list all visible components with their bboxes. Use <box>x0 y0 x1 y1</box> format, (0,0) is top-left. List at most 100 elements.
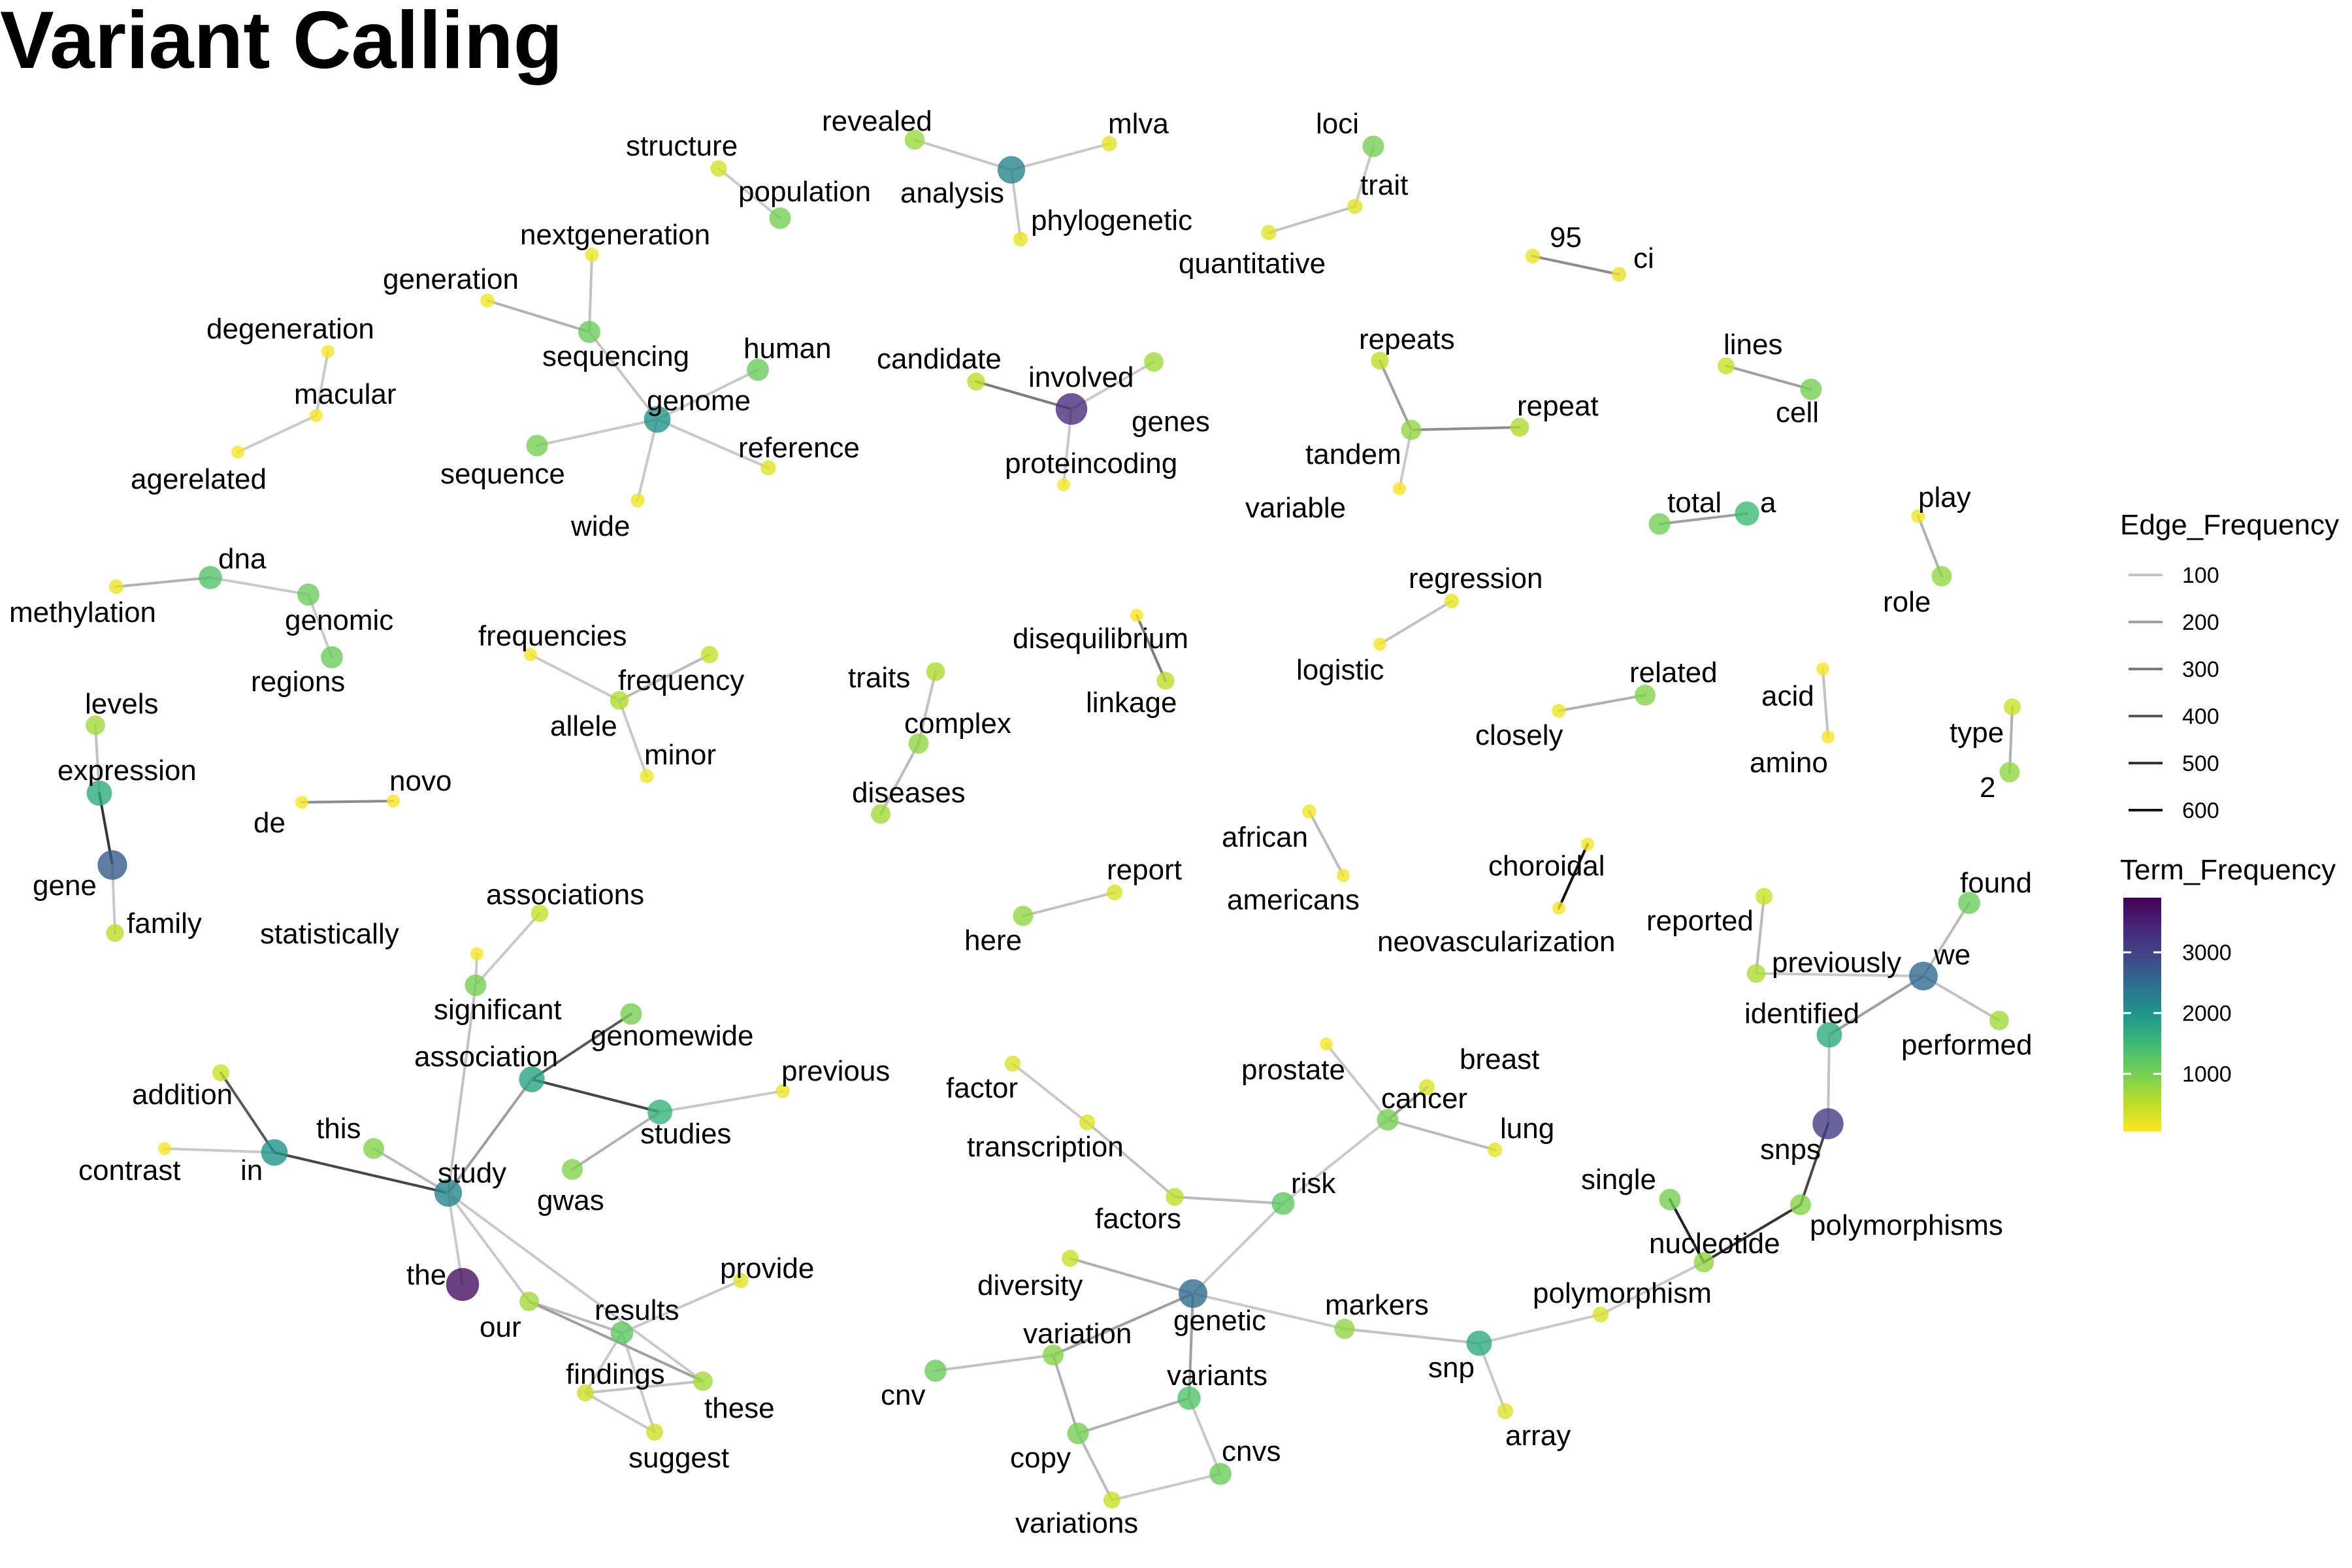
node-label-amino: amino <box>1750 747 1828 779</box>
node-label-polymorphism: polymorphism <box>1533 1277 1712 1309</box>
node-label-our: our <box>480 1311 521 1343</box>
edge-study-these <box>447 1192 704 1382</box>
edge-previously-we <box>1755 972 1925 977</box>
node-label-a: a <box>1760 487 1776 519</box>
node-label-allele: allele <box>550 710 617 742</box>
node-label-genes: genes <box>1132 406 1210 438</box>
node-generation <box>480 293 495 308</box>
node-role <box>1931 566 1952 587</box>
node-label-trait: trait <box>1360 169 1408 201</box>
node-label-report: report <box>1107 854 1182 886</box>
edge-study-our <box>447 1192 531 1303</box>
node-label-nextgeneration: nextgeneration <box>520 219 710 251</box>
edge-findings-these <box>584 1380 704 1394</box>
node-cnvs <box>1209 1463 1232 1485</box>
edge-trait-quantitative <box>1267 205 1356 234</box>
node-label-factors: factors <box>1095 1203 1181 1235</box>
node-label-findings: findings <box>566 1358 665 1390</box>
node-label-family: family <box>127 907 202 939</box>
edge-polymorphism-nucleotide <box>1599 1261 1705 1316</box>
node-variations <box>1103 1492 1120 1509</box>
node-linkage <box>1156 672 1175 690</box>
node-performed <box>1989 1011 2009 1030</box>
node-label-involved: involved <box>1028 361 1134 393</box>
node-label-cancer: cancer <box>1381 1083 1467 1115</box>
node-quantitative <box>1261 225 1277 240</box>
node-label-2: 2 <box>1980 772 1995 804</box>
edge-structure-population <box>717 167 781 220</box>
node-label-variable: variable <box>1245 492 1346 524</box>
edge-cancer-risk <box>1282 1119 1389 1205</box>
node-found <box>1958 892 1980 914</box>
node-label-sequencing: sequencing <box>542 340 689 372</box>
node-label-generation: generation <box>383 263 519 295</box>
node-label-cell: cell <box>1776 397 1819 429</box>
node-label-complex: complex <box>904 708 1011 740</box>
edge-risk-genetic <box>1192 1202 1284 1295</box>
node-label-minor: minor <box>644 739 716 771</box>
node-levels <box>86 715 105 735</box>
node-label-frequency: frequency <box>618 664 744 696</box>
node-allele <box>610 691 629 710</box>
edge-lines-cell <box>1725 365 1812 391</box>
node-label-gene: gene <box>33 870 97 902</box>
edge-sequencing-genome <box>588 331 659 421</box>
node-gene <box>97 850 127 880</box>
nodes-layer <box>86 129 2021 1509</box>
edge-genetic-variation <box>1052 1292 1194 1356</box>
node-label-markers: markers <box>1325 1289 1429 1321</box>
node-markers <box>1334 1318 1355 1339</box>
edge-addition-in <box>220 1071 276 1154</box>
node-label-cnv: cnv <box>881 1379 925 1411</box>
node-label-association: association <box>414 1041 558 1073</box>
node-regions <box>321 646 343 668</box>
node-label-these: these <box>704 1392 775 1424</box>
node-label-transcription: transcription <box>967 1131 1124 1163</box>
node-previously <box>1746 964 1766 983</box>
node-label-quantitative: quantitative <box>1179 248 1326 280</box>
node-label-cnvs: cnvs <box>1222 1435 1281 1467</box>
node-lung <box>1487 1142 1503 1158</box>
node-regression <box>1444 593 1460 609</box>
node-label-regions: regions <box>251 666 345 698</box>
edge-candidate-genes <box>975 380 1073 410</box>
node-play <box>1911 509 1925 523</box>
node-label-risk: risk <box>1291 1168 1336 1200</box>
node-study <box>434 1179 463 1207</box>
node-label-reported: reported <box>1646 905 1754 937</box>
edge-cancer-lung <box>1386 1119 1496 1151</box>
node-label-traits: traits <box>848 662 910 694</box>
node-label-genomic: genomic <box>285 604 393 636</box>
node-label-found: found <box>1960 867 2032 899</box>
edge-snp-polymorphism <box>1478 1313 1602 1345</box>
term-legend-label-1000: 1000 <box>2182 1062 2232 1087</box>
node-label-results: results <box>595 1294 679 1326</box>
edge-in-study <box>273 1151 449 1194</box>
term-legend-label-3000: 3000 <box>2182 941 2232 966</box>
node-a <box>1735 501 1759 526</box>
edge-allele-minor <box>618 699 648 777</box>
edge-copy-variations <box>1077 1432 1113 1501</box>
node-genome <box>644 406 671 433</box>
node-genomic <box>297 583 319 606</box>
edge-frequency-legend-title: Edge_Frequency <box>2120 509 2339 541</box>
node-cnv <box>924 1360 947 1382</box>
edge-studies-previous <box>659 1090 784 1113</box>
node-human <box>747 359 769 381</box>
edge-legend-label-400: 400 <box>2182 704 2219 729</box>
edge-copy-variants <box>1077 1397 1190 1435</box>
legend: Edge_Frequency 100 200 300 400 500 600 Term_F… <box>2120 509 2339 1132</box>
node-previous <box>776 1084 790 1098</box>
node-label-expression: expression <box>57 755 197 787</box>
node-disequilibrium <box>1130 609 1143 622</box>
node-reported <box>1756 888 1772 905</box>
edge-results-suggest <box>621 1331 656 1433</box>
edge-this-study <box>372 1147 449 1194</box>
node-label-genetic: genetic <box>1173 1305 1266 1337</box>
node-label-here: here <box>964 924 1022 956</box>
node-label-dna: dna <box>218 543 267 575</box>
node-label-genome: genome <box>647 385 751 417</box>
node-label-african: african <box>1222 821 1308 853</box>
node-mlva <box>1102 136 1117 152</box>
edge-legend-label-200: 200 <box>2182 610 2219 635</box>
